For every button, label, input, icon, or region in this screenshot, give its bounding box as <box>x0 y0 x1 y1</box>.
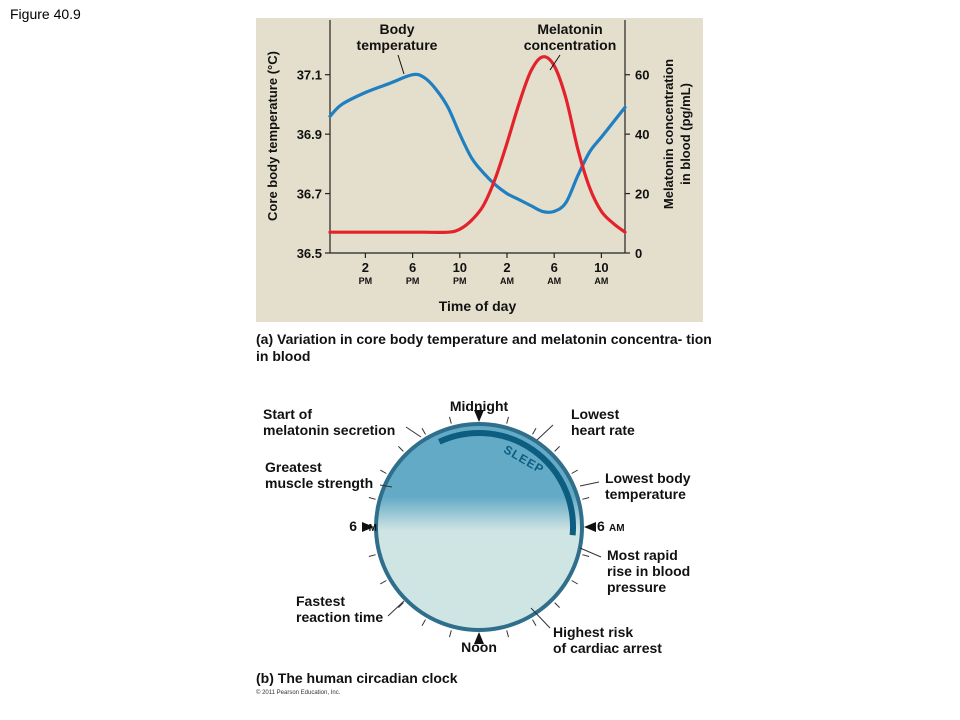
am6-marker <box>584 522 596 532</box>
sleep-arc <box>438 430 576 536</box>
chart-labels: 36.536.736.937.102040602PM6PM10PM2AM6AM1… <box>265 21 693 314</box>
copyright-notice: © 2011 Pearson Education, Inc. <box>256 690 341 696</box>
blood-pressure-line1: Most rapid <box>607 547 678 563</box>
x-tick-label: 2 <box>503 260 510 275</box>
x-tick-label: 6 <box>551 260 558 275</box>
blood-pressure-pointer <box>579 547 602 558</box>
pm6-number: 6 <box>349 518 357 534</box>
left-tick-label: 37.1 <box>297 68 322 83</box>
x-tick-sublabel: AM <box>547 276 561 286</box>
cardiac-line2: of cardiac arrest <box>553 640 662 656</box>
reaction-line1: Fastest <box>296 593 345 609</box>
clock-dial <box>378 426 580 628</box>
heart-rate-line2: heart rate <box>571 422 635 438</box>
pm6-marker <box>362 522 374 532</box>
annotation-body-temp-pointer <box>397 54 405 75</box>
clock-tick <box>554 446 560 452</box>
clock-tick <box>421 619 426 626</box>
clock-tick <box>532 619 537 626</box>
clock-tick <box>582 554 590 557</box>
x-tick-sublabel: PM <box>453 276 467 286</box>
x-tick-label: 2 <box>362 260 369 275</box>
muscle-line1: Greatest <box>265 459 322 475</box>
x-axis-title: Time of day <box>439 298 517 314</box>
clock-caption: (b) The human circadian clock <box>256 670 458 687</box>
clock-tick <box>380 469 387 474</box>
body-temp-pointer <box>579 481 600 487</box>
left-tick-label: 36.7 <box>297 187 322 202</box>
blood-pressure-line3: pressure <box>607 579 666 595</box>
right-tick-label: 20 <box>635 187 649 202</box>
clock-tick <box>368 497 376 500</box>
x-tick-label: 10 <box>594 260 608 275</box>
annotation-melatonin-line1: Melatonin <box>537 21 602 37</box>
left-tick-label: 36.9 <box>297 127 322 142</box>
noon-marker <box>474 632 484 644</box>
right-tick-label: 60 <box>635 68 649 83</box>
chart-series <box>328 55 627 235</box>
reaction-pointer <box>387 600 405 617</box>
annotation-melatonin-line2: concentration <box>524 37 617 53</box>
pm6-suffix: PM <box>362 523 377 534</box>
clock-face <box>362 410 596 644</box>
clock-tick <box>582 497 590 500</box>
clock-tick <box>398 602 404 608</box>
muscle-line2: muscle strength <box>265 475 373 491</box>
clock-tick <box>506 416 509 424</box>
left-tick-label: 36.5 <box>297 246 322 261</box>
blood-pressure-line2: rise in blood <box>607 563 690 579</box>
caption-a: (a) Variation in core body temperature a… <box>256 331 712 364</box>
clock-tick <box>571 580 578 585</box>
muscle-pointer <box>379 484 393 488</box>
midnight-marker <box>474 410 484 422</box>
annotation-body-temp-line2: temperature <box>357 37 438 53</box>
start-melatonin-line1: Start of <box>263 406 312 422</box>
right-axis-title-line2: in blood (pg/mL) <box>678 83 693 185</box>
x-tick-sublabel: AM <box>594 276 608 286</box>
figure-title: Figure 40.9 <box>10 6 81 22</box>
cardiac-line1: Highest risk <box>553 624 633 640</box>
cardiac-pointer <box>530 607 551 629</box>
body-temp-line2: temperature <box>605 486 686 502</box>
left-axis-title: Core body temperature (°C) <box>265 51 280 221</box>
right-tick-label: 40 <box>635 127 649 142</box>
x-tick-sublabel: AM <box>500 276 514 286</box>
body-temp-line1: Lowest body <box>605 470 691 486</box>
clock-tick <box>380 580 387 585</box>
x-tick-label: 6 <box>409 260 416 275</box>
x-tick-label: 10 <box>453 260 467 275</box>
heart-rate-pointer <box>536 424 554 441</box>
clock-tick <box>398 446 404 452</box>
x-tick-sublabel: PM <box>406 276 420 286</box>
body-temperature-line <box>328 72 627 214</box>
temperature-melatonin-chart: 36.536.736.937.102040602PM6PM10PM2AM6AM1… <box>256 18 703 322</box>
chart-axes <box>325 20 630 258</box>
x-tick-sublabel: PM <box>359 276 373 286</box>
clock-tick <box>368 554 376 557</box>
am6-suffix: AM <box>609 523 625 534</box>
chart-caption: (a) Variation in core body temperature a… <box>256 331 716 365</box>
clock-tick <box>421 428 426 435</box>
clock-tick <box>532 428 537 435</box>
clock-tick <box>571 469 578 474</box>
heart-rate-line1: Lowest <box>571 406 620 422</box>
reaction-line2: reaction time <box>296 609 383 625</box>
am6-number: 6 <box>597 518 605 534</box>
right-tick-label: 0 <box>635 246 642 261</box>
start-melatonin-pointer <box>405 426 422 438</box>
clock-tick <box>449 630 452 638</box>
annotation-melatonin-pointer <box>549 54 561 71</box>
melatonin-concentration-line <box>328 55 627 235</box>
clock-tick <box>449 416 452 424</box>
noon-label: Noon <box>461 639 497 655</box>
caption-b: (b) The human circadian clock <box>256 670 458 686</box>
midnight-label: Midnight <box>450 398 509 414</box>
right-axis-title-line1: Melatonin concentration <box>661 59 676 209</box>
annotation-body-temp-line1: Body <box>380 21 415 37</box>
start-melatonin-line2: melatonin secretion <box>263 422 395 438</box>
clock-tick <box>554 602 560 608</box>
clock-tick <box>506 630 509 638</box>
